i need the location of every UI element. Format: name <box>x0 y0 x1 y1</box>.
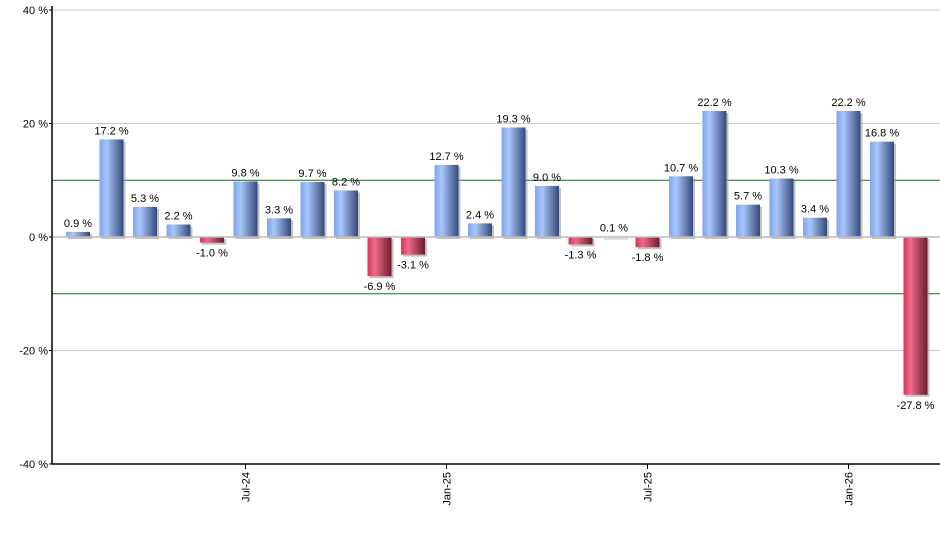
grid-lines <box>52 9 940 351</box>
data-label: 10.3 % <box>764 165 798 177</box>
data-label: 22.2 % <box>831 97 865 109</box>
data-label: 9.8 % <box>231 167 259 179</box>
x-tick-label: Jul-24 <box>241 472 253 502</box>
data-label: 12.7 % <box>429 151 463 163</box>
data-labels: 0.9 % 17.2 % 5.3 % 2.2 % -1.0 % 9.8 % 3.3 % 9.7… <box>64 97 935 412</box>
data-label: -1.8 % <box>632 252 664 264</box>
bar <box>635 237 660 248</box>
bar <box>133 206 157 237</box>
data-label: -1.0 % <box>196 248 228 260</box>
data-label: -1.3 % <box>565 249 597 261</box>
y-tick-label: 40 % <box>23 5 48 17</box>
data-label: 0.1 % <box>600 222 628 234</box>
data-label: 2.4 % <box>466 209 494 221</box>
bar <box>233 181 258 237</box>
bar <box>736 204 760 237</box>
bar <box>434 164 459 237</box>
bar <box>367 237 392 277</box>
bars <box>66 111 930 397</box>
bar <box>300 181 325 237</box>
bar <box>200 237 224 243</box>
data-label: -3.1 % <box>397 260 429 272</box>
x-tick-label: Jul-25 <box>643 472 655 502</box>
bar <box>66 231 90 237</box>
bar <box>501 127 526 237</box>
data-label: 8.2 % <box>332 176 360 188</box>
bar <box>401 237 425 255</box>
data-label: 19.3 % <box>496 113 530 125</box>
bar <box>803 217 827 237</box>
bar <box>334 190 358 237</box>
y-tick-label: -20 % <box>19 346 48 358</box>
data-label: 0.9 % <box>64 218 92 230</box>
bar <box>702 111 727 237</box>
bar <box>903 237 928 395</box>
x-tick-label: Jan-25 <box>442 472 454 506</box>
data-label: 10.7 % <box>664 162 698 174</box>
bar <box>769 178 794 237</box>
data-label: -6.9 % <box>364 281 396 293</box>
bar <box>870 141 894 237</box>
data-label: -27.8 % <box>897 400 935 412</box>
data-label: 9.0 % <box>533 172 561 184</box>
bar <box>166 224 191 237</box>
y-tick-label: 0 % <box>29 232 48 244</box>
axes: -40 % -20 % 0 % 20 % 40 % Jul-24 Jan-25 Jul-25 J… <box>19 5 940 506</box>
data-label: 16.8 % <box>865 128 899 140</box>
data-label: 3.4 % <box>801 204 829 216</box>
bar <box>468 223 492 237</box>
bar <box>267 218 291 237</box>
data-label: 9.7 % <box>298 168 326 180</box>
bar <box>836 111 861 237</box>
data-label: 2.2 % <box>164 211 192 223</box>
x-tick-label: Jan-26 <box>844 472 856 506</box>
data-label: 5.3 % <box>131 193 159 205</box>
data-label: 5.7 % <box>734 191 762 203</box>
data-label: 22.2 % <box>697 97 731 109</box>
bar-shadow <box>604 238 628 240</box>
bar <box>99 139 124 237</box>
data-label: 17.2 % <box>94 125 128 137</box>
bar <box>568 237 593 245</box>
y-tick-label: -40 % <box>19 459 48 471</box>
bar <box>669 176 693 237</box>
y-tick-label: 20 % <box>23 119 48 131</box>
bar <box>535 185 559 237</box>
data-label: 3.3 % <box>265 204 293 216</box>
